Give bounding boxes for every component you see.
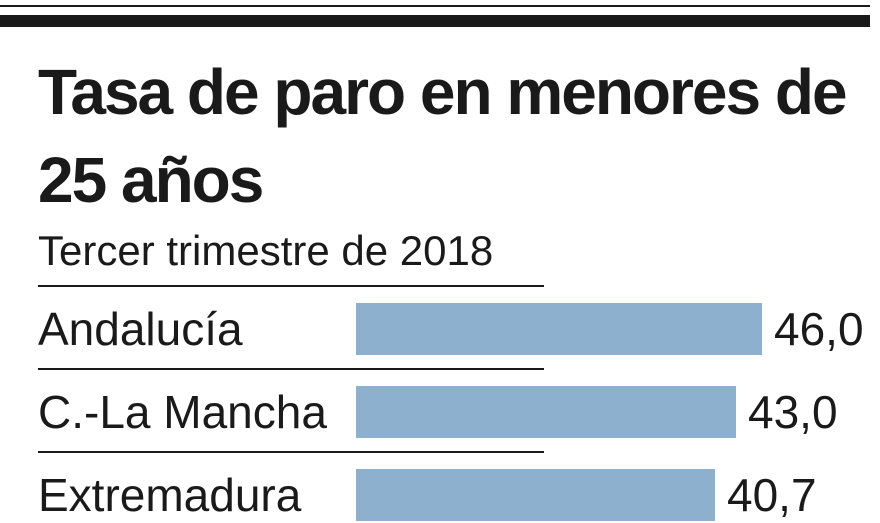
chart-title: Tasa de paro en menores de 25 años (38, 56, 848, 216)
top-thick-rule (0, 15, 870, 27)
bar-value-label: 40,7 (727, 469, 817, 521)
bar (356, 303, 762, 355)
chart-subtitle: Tercer trimestre de 2018 (38, 227, 494, 274)
bar-value-label: 43,0 (748, 386, 838, 438)
bar (356, 386, 736, 438)
row-divider (38, 368, 544, 370)
category-label: Andalucía (38, 303, 243, 355)
category-label: Extremadura (38, 469, 302, 521)
row-divider (38, 285, 544, 287)
bar-value-label: 46,0 (774, 303, 864, 355)
bar (356, 469, 715, 521)
row-divider (38, 451, 544, 453)
category-label: C.-La Mancha (38, 386, 327, 438)
top-thin-rule (0, 5, 870, 7)
